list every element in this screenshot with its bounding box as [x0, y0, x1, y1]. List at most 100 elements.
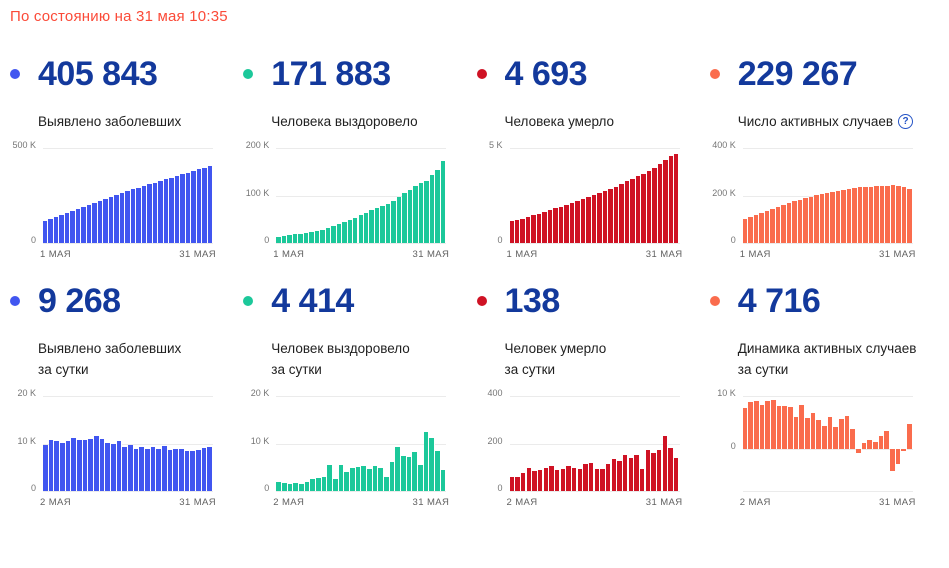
gridline: [276, 491, 447, 492]
bar: [808, 196, 815, 243]
stats-row-daily: 9 268 Выявлено заболевших за сутки 20 K 1…: [10, 276, 943, 508]
bar: [577, 468, 584, 491]
bar: [816, 419, 823, 449]
bar: [608, 189, 614, 243]
y-tick-label: 0: [264, 235, 270, 245]
bar: [293, 482, 299, 491]
bar: [196, 169, 203, 243]
x-axis: 2 МАЯ 31 МАЯ: [40, 497, 216, 508]
bar: [400, 456, 407, 491]
stat-label-line: Человека выздоровело: [271, 114, 418, 129]
stat-value: 229 267: [737, 54, 858, 93]
y-tick-label: 0: [730, 235, 736, 245]
stat-card-confirmed-daily: 9 268 Выявлено заболевших за сутки 20 K 1…: [10, 276, 243, 508]
bar: [331, 225, 337, 243]
help-icon[interactable]: ?: [898, 114, 914, 129]
value-row: 4 693: [476, 49, 696, 99]
bar: [314, 230, 321, 243]
stat-label: Человека умерло: [505, 111, 696, 132]
bar: [418, 183, 425, 243]
bar: [526, 468, 533, 491]
bar: [136, 187, 142, 243]
bar: [94, 435, 100, 491]
stats-row-totals: 405 843 Выявлено заболевших 500 K 0 1 МАЯ…: [10, 49, 943, 260]
chart-recovered-daily: 20 K 10 K 0 2 МАЯ 31 МАЯ: [243, 388, 462, 508]
bar: [88, 438, 94, 491]
x-axis: 2 МАЯ 31 МАЯ: [273, 497, 449, 508]
bar: [372, 466, 379, 491]
bar: [525, 217, 532, 243]
bar: [537, 470, 544, 491]
gridline: [742, 243, 913, 244]
bar: [532, 470, 538, 491]
bar: [298, 233, 304, 243]
stat-value: 9 268: [38, 281, 121, 320]
gridline: [509, 443, 680, 445]
bar: [549, 466, 555, 491]
bar: [298, 484, 305, 491]
bar: [878, 435, 885, 449]
stat-card-active-total: 229 267 Число активных случаев ? 400 K 20…: [709, 49, 943, 260]
y-tick-label: 400: [487, 388, 503, 398]
x-tick-start: 1 МАЯ: [739, 249, 771, 260]
bar: [822, 425, 828, 449]
stat-label: Человек умерло за сутки: [505, 338, 696, 380]
bar-plot: [742, 148, 913, 244]
bar: [748, 217, 754, 243]
bar: [646, 170, 653, 243]
bar: [799, 404, 806, 449]
chart-deaths-daily: 400 200 0 2 МАЯ 31 МАЯ: [477, 388, 696, 508]
y-tick-label: 0: [497, 483, 503, 493]
bar: [43, 221, 49, 243]
bar: [402, 193, 408, 243]
bar: [412, 451, 418, 491]
bar: [361, 466, 367, 491]
chart-confirmed-daily: 20 K 10 K 0 2 МАЯ 31 МАЯ: [10, 388, 229, 508]
x-tick-start: 2 МАЯ: [273, 497, 305, 508]
bar: [542, 212, 548, 243]
bar: [605, 463, 612, 491]
bar: [413, 186, 419, 243]
bar: [342, 221, 348, 243]
stat-card-deaths-daily: 138 Человек умерло за сутки 400 200 0 2 МА…: [476, 276, 710, 508]
bar: [890, 185, 897, 243]
bar: [520, 218, 526, 243]
bar: [827, 417, 834, 449]
y-tick-label: 0: [497, 235, 503, 245]
x-tick-start: 1 МАЯ: [506, 249, 538, 260]
chart-area: 200 K 100 K 0: [243, 140, 462, 245]
bar: [558, 206, 565, 243]
bar: [309, 231, 315, 243]
bar: [786, 202, 793, 243]
bar: [139, 447, 145, 491]
y-axis: 20 K 10 K 0: [243, 388, 270, 493]
gridline: [509, 396, 680, 397]
y-tick-label: 10 K: [717, 388, 736, 398]
bar: [861, 442, 868, 449]
bar: [77, 440, 83, 491]
y-tick-label: 400 K: [712, 140, 736, 150]
x-tick-end: 31 МАЯ: [879, 497, 916, 508]
bar: [108, 196, 115, 243]
bar: [634, 454, 640, 491]
bar: [771, 400, 777, 449]
accent-dot: [10, 69, 20, 79]
bar: [844, 416, 851, 449]
bar: [396, 196, 403, 243]
value-row: 9 268: [10, 276, 229, 326]
bar: [657, 164, 664, 243]
gridline: [742, 448, 913, 450]
bar: [509, 220, 515, 243]
bar: [668, 156, 674, 243]
bar: [440, 470, 447, 491]
bar: [635, 175, 642, 243]
chart-area: 20 K 10 K 0: [243, 388, 462, 493]
bar: [53, 217, 60, 243]
bar-plot: [276, 148, 447, 244]
bar: [765, 400, 772, 449]
x-tick-end: 31 МАЯ: [412, 497, 450, 508]
y-tick-label: 500 K: [12, 140, 36, 150]
gridline: [742, 148, 913, 149]
bar: [407, 190, 414, 243]
bar: [145, 449, 151, 491]
